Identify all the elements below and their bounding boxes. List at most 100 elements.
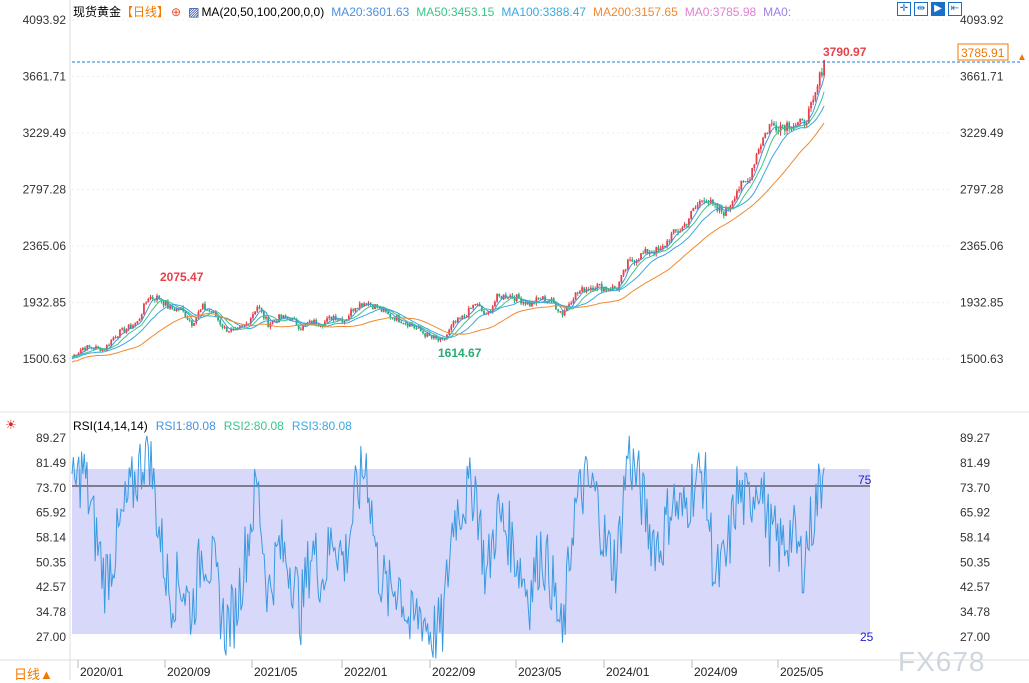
candle-body [448,329,451,335]
candle-body [204,303,206,310]
candle-body [683,223,686,228]
candle-body [221,324,224,328]
candle-body [814,92,817,100]
rsi-tick-left: 89.27 [36,431,66,445]
candle-body [193,322,195,326]
candle-body [681,227,684,232]
ma-settings-icon[interactable]: ▨ [188,5,200,19]
candle-body [701,200,703,202]
candle-body [664,246,666,248]
candle-body [402,323,405,325]
x-tick-label: 2024/01 [606,665,650,679]
candle-body [644,248,647,254]
candle-body [518,294,520,299]
candle-body [685,223,688,225]
candle-body [162,301,165,306]
candle-body [199,309,202,313]
ma200-value: MA200:3157.65 [593,5,678,19]
candle-body [136,321,139,324]
crosshair-icon[interactable]: ⊕ [171,5,182,19]
candle-body [801,118,804,121]
collapse-tool-icon[interactable]: ⇤ [948,2,962,16]
candle-body [788,122,791,129]
x-tick-label: 2020/09 [167,665,211,679]
crosshair-tool-icon[interactable]: ✛ [897,2,911,16]
candle-body [725,208,727,216]
rsi-tick-right: 89.27 [960,431,990,445]
candle-body [210,311,213,313]
candle-body [173,309,176,311]
candle-body [424,333,427,337]
x-tick-label: 2021/05 [254,665,298,679]
candle-body [770,123,773,125]
candle-body [474,303,477,305]
period-label[interactable]: 【日线】 [121,5,170,19]
candle-body [404,323,407,325]
candle-body [620,275,623,283]
price-tick-right: 3661.71 [960,69,1004,83]
candle-body [101,348,104,352]
candle-body [406,323,409,327]
candle-body [186,317,189,320]
candle-body [191,320,193,326]
candle-body [736,191,738,199]
candle-body [151,296,154,299]
candle-body [435,336,437,339]
candle-body [415,328,418,330]
candle-body [110,340,113,346]
candle-body [129,324,132,329]
candle-body [507,297,509,299]
candle-body [637,259,640,261]
candle-body [797,122,799,125]
candle-body [188,319,191,321]
candle-body [646,248,649,255]
play-tool-icon[interactable]: ▶ [931,2,945,16]
candle-body [262,311,265,319]
candle-body [439,337,442,341]
candle-body [690,211,693,219]
candle-body [112,337,115,341]
range-tool-icon[interactable]: ⇹ [914,2,928,16]
candle-body [707,202,710,204]
candle-body [197,312,200,318]
candle-body [768,124,771,134]
candle-body [657,247,660,250]
candle-body [751,168,754,180]
candle-body [378,307,381,309]
period-button[interactable]: 日线▲ [14,667,53,682]
candle-body [225,326,228,332]
candle-body [563,310,566,316]
candle-body [642,253,645,255]
ma100-line [71,105,825,360]
candle-body [164,301,167,306]
candle-body [450,325,453,330]
price-tick-right: 1932.85 [960,295,1004,309]
candle-body [592,287,594,290]
price-tick-left: 4093.92 [23,13,67,27]
price-tick-right: 4093.92 [960,13,1004,27]
rsi-band [72,469,870,634]
candle-body [574,292,577,300]
candle-body [219,320,222,325]
rsi-upper-level: 75 [858,473,872,487]
rsi-tick-right: 73.70 [960,481,990,495]
candle-body [583,287,586,293]
ma200-line [71,122,825,363]
rsi-tick-right: 27.00 [960,630,990,644]
candle-body [258,306,261,309]
candle-body [483,311,485,315]
candle-body [670,233,673,242]
x-tick-label: 2023/05 [518,665,562,679]
price-tick-left: 3661.71 [23,69,67,83]
rsi1-value: RSI1:80.08 [155,419,216,433]
rsi-lower-level: 25 [860,630,874,644]
candle-body [463,315,466,318]
candle-body [413,326,416,329]
candle-body [491,306,494,313]
candle-body [622,269,625,276]
candle-body [105,345,108,351]
rsi-settings-icon[interactable]: ☀ [5,417,17,432]
candle-body [489,311,492,313]
candle-body [480,306,483,312]
